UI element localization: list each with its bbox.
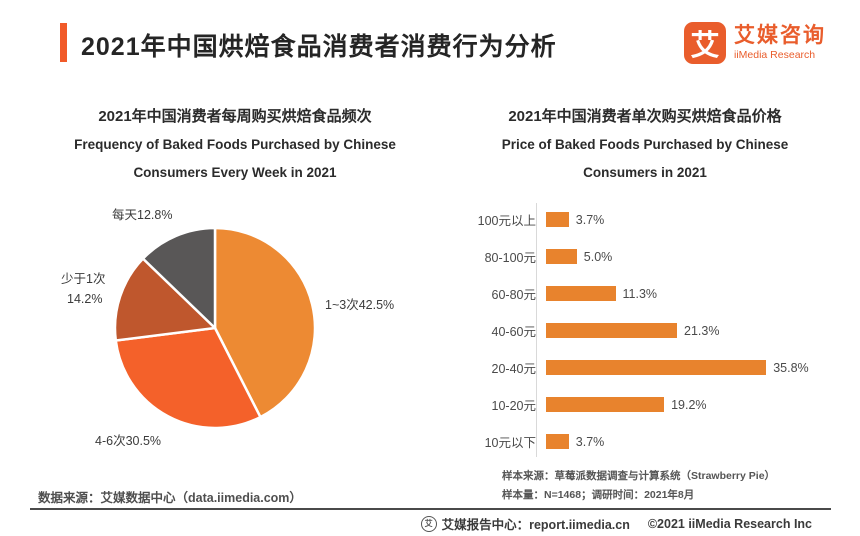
bar-value-label: 21.3% [684,323,720,338]
title-accent-bar [60,23,67,62]
bar-chart-titles: 2021年中国消费者单次购买烘焙食品价格 Price of Baked Food… [450,105,840,187]
iimedia-footer-icon: 艾 [420,515,437,532]
pie-slice-少于1次 [113,257,217,342]
bar-row: 20-40元 35.8% [452,349,842,386]
iimedia-logo-icon: 艾 [684,22,726,64]
bar [546,212,569,227]
data-source-note: 数据来源：艾媒数据中心（data.iimedia.com） [38,491,302,505]
pie-slice-每天 [141,226,217,330]
bar-value-label: 19.2% [671,397,707,412]
bar-value-label: 3.7% [575,434,605,449]
sample-size-note: 样本量：N=1468；调研时间：2021年8月 [502,489,695,501]
pie-title-en-line1: Frequency of Baked Foods Purchased by Ch… [74,137,396,152]
bar-category-label: 10元以下 [484,436,536,450]
logo-name-en: iiMedia Research [734,49,816,62]
page-title: 2021年中国烘焙食品消费者消费行为分析 [81,33,557,61]
sample-notes: 样本来源：草莓派数据调查与计算系统（Strawberry Pie） 样本量：N=… [502,467,842,505]
bar-title-cn: 2021年中国消费者单次购买烘焙食品价格 [508,108,782,125]
bar-category-label: 80-100元 [484,251,536,265]
pie-chart-titles: 2021年中国消费者每周购买烘焙食品频次 Frequency of Baked … [45,105,425,187]
bar-value-label: 11.3% [622,286,658,301]
bar [546,286,616,301]
pie-title-cn: 2021年中国消费者每周购买烘焙食品频次 [98,108,372,125]
bar [546,434,569,449]
bar-title-en-line2: Consumers in 2021 [583,165,707,180]
bar-chart-axis-line [536,203,537,457]
bar-category-label: 40-60元 [491,325,536,339]
bar [546,249,577,264]
bar-value-label: 5.0% [583,249,613,264]
bar-row: 60-80元 11.3% [452,275,842,312]
pie-title-en-line2: Consumers Every Week in 2021 [133,165,337,180]
iimedia-logo: 艾 艾媒咨询 iiMedia Research [684,22,826,64]
pie-label-less-than-one-value: 14.2% [67,292,103,306]
pie-label-daily: 每天12.8% [112,208,173,222]
logo-name-cn: 艾媒咨询 [734,23,826,47]
pie-title-en: Frequency of Baked Foods Purchased by Ch… [45,131,425,187]
pie-label-less-than-one: 少于1次 [61,272,106,286]
bar [546,360,767,375]
pie-label-one-to-three: 1~3次42.5% [325,298,395,312]
bar-category-label: 20-40元 [491,362,536,376]
bar [546,323,677,338]
bar-chart: 100元以上 3.7% 80-100元 5.0% 60-80元 11.3% 40-60元 21… [452,201,842,460]
pie-slice-1~3次 [213,226,317,419]
pie-chart [112,225,318,431]
footer: 艾 艾媒报告中心：report.iimedia.cn ©2021 iiMedia… [420,514,812,533]
footer-report-center: 艾媒报告中心：report.iimedia.cn [441,518,630,532]
logo-text: 艾媒咨询 iiMedia Research [734,23,826,62]
bar-category-label: 100元以上 [477,214,536,228]
pie-svg [113,226,317,430]
bar-row: 10-20元 19.2% [452,386,842,423]
bar-row: 40-60元 21.3% [452,312,842,349]
bar-row: 80-100元 5.0% [452,238,842,275]
bar-title-en: Price of Baked Foods Purchased by Chines… [450,131,840,187]
bar-value-label: 3.7% [575,212,605,227]
bar [546,397,665,412]
pie-label-four-to-six: 4-6次30.5% [95,434,162,448]
bar-title-en-line1: Price of Baked Foods Purchased by Chines… [501,137,789,152]
pie-slice-4-6次 [114,326,262,430]
bar-category-label: 10-20元 [491,399,536,413]
footer-copyright: ©2021 iiMedia Research Inc [647,516,812,531]
footer-divider [30,508,831,510]
bar-category-label: 60-80元 [491,288,536,302]
bar-row: 100元以上 3.7% [452,201,842,238]
bar-row: 10元以下 3.7% [452,423,842,460]
bar-value-label: 35.8% [773,360,809,375]
sample-source-note: 样本来源：草莓派数据调查与计算系统（Strawberry Pie） [502,470,776,482]
